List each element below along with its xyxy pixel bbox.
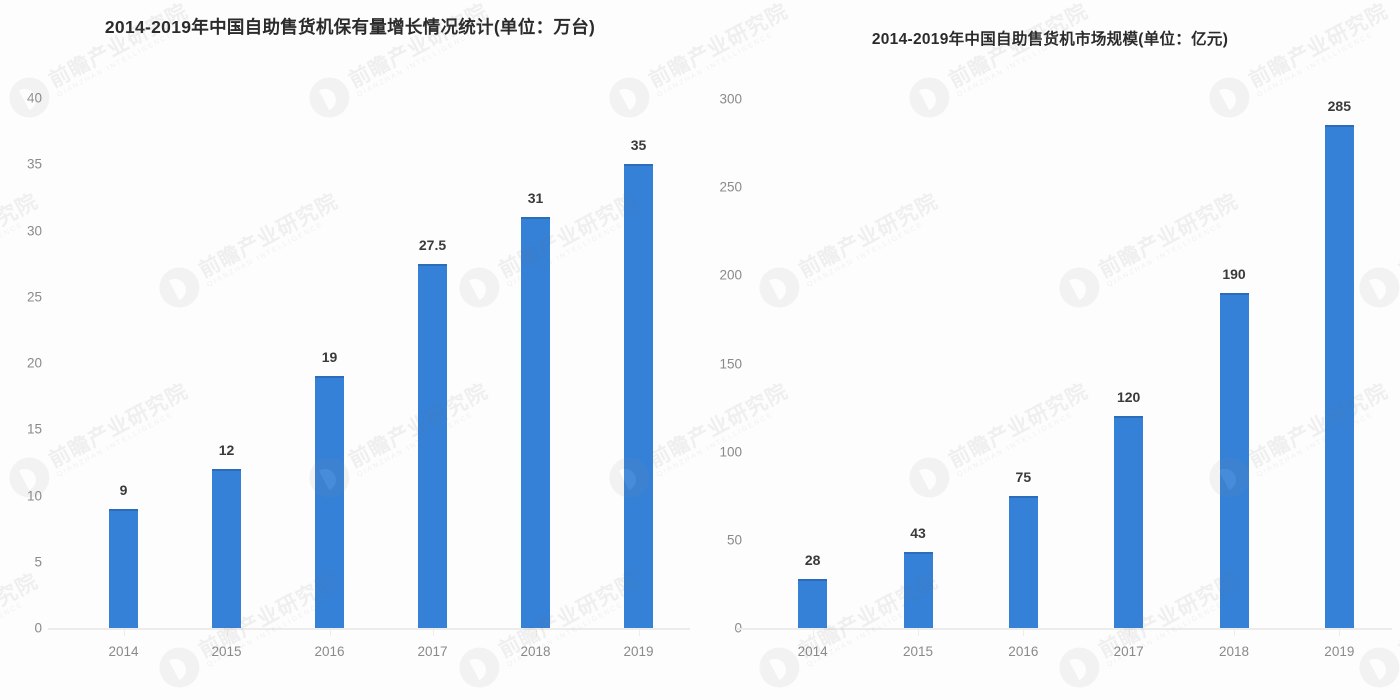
y-axis-tick-market-size-250: 250: [719, 179, 742, 195]
x-axis-gridmark: [226, 630, 228, 636]
bar-market-size-2015[interactable]: [903, 552, 933, 628]
x-axis-tick-holdings-2016: 2016: [314, 644, 345, 659]
x-axis-tick-market-size-2018: 2018: [1218, 644, 1250, 659]
bar-value-label: 9: [119, 481, 128, 498]
bar-holdings-2019[interactable]: [624, 164, 653, 628]
bar-holdings-2017[interactable]: [418, 263, 447, 628]
y-axis-tick-market-size-150: 150: [719, 356, 742, 371]
bar-market-size-2016[interactable]: [1008, 495, 1038, 628]
bar-value-label: 43: [910, 525, 926, 542]
x-axis-gridmark: [1128, 630, 1130, 636]
x-axis-tick-market-size-2017: 2017: [1113, 644, 1144, 659]
x-axis-gridmark: [329, 630, 331, 636]
x-axis-tick-holdings-2019: 2019: [623, 644, 654, 659]
y-axis-tick-holdings-10: 10: [26, 488, 42, 503]
x-axis-gridmark: [432, 630, 434, 636]
chart-market-size-title: 2014-2019年中国自助售货机市场规模(单位：亿元): [871, 31, 1229, 48]
y-axis-tick-holdings-35: 35: [26, 156, 42, 172]
x-axis-gridmark: [1234, 630, 1235, 636]
x-axis-baseline: [48, 628, 690, 630]
y-axis-tick-market-size-300: 300: [719, 91, 742, 107]
chart-holdings: 2014-2019年中国自助售货机保有量增长情况统计(单位：万台) 0 5 10 15…: [26, 17, 690, 659]
x-axis-tick-market-size-2015: 2015: [902, 644, 934, 659]
bar-value-label: 75: [1015, 468, 1032, 485]
bar-market-size-2014[interactable]: [798, 578, 828, 628]
y-axis-tick-holdings-40: 40: [26, 90, 42, 106]
y-axis-tick-holdings-0: 0: [34, 620, 42, 636]
y-axis-tick-holdings-25: 25: [26, 289, 42, 305]
bar-holdings-2016[interactable]: [315, 376, 344, 628]
bar-market-size-2018[interactable]: [1219, 292, 1249, 628]
chart-market-size-plot: 0501001502002503002820144320157520161202…: [700, 0, 1400, 700]
y-axis-tick-market-size-200: 200: [719, 267, 742, 283]
x-axis-tick-market-size-2016: 2016: [1008, 644, 1039, 659]
x-axis-tick-holdings-2015: 2015: [211, 644, 242, 659]
x-axis-tick-market-size-2019: 2019: [1324, 644, 1355, 659]
bar-value-label: 31: [527, 190, 544, 207]
bar-market-size-2017[interactable]: [1114, 416, 1144, 628]
x-axis-gridmark: [535, 630, 537, 636]
x-axis-gridmark: [1023, 630, 1025, 636]
x-axis-gridmark: [918, 630, 919, 636]
bar-value-label: 28: [804, 551, 821, 568]
bar-value-label: 19: [321, 349, 338, 366]
y-axis-tick-market-size-100: 100: [719, 444, 742, 460]
x-axis-baseline: [736, 628, 1392, 630]
bar-holdings-2015[interactable]: [212, 469, 241, 628]
chart-holdings-title: 2014-2019年中国自助售货机保有量增长情况统计(单位：万台): [104, 17, 596, 37]
chart-market-size: 2014-2019年中国自助售货机市场规模(单位：亿元) 05010015020…: [700, 0, 1400, 700]
x-axis-tick-holdings-2018: 2018: [520, 644, 551, 659]
y-axis-tick-market-size-50: 50: [726, 532, 742, 548]
chart-holdings-plot: 0 5 10 15 20 25 30 35 40 9 2014 12 2015 19 2016 27.5 201…: [26, 90, 690, 659]
bar-value-label: 27.5: [418, 236, 447, 253]
x-axis-tick-holdings-2017: 2017: [417, 644, 448, 659]
x-axis-gridmark: [123, 630, 125, 636]
bar-value-label: 12: [218, 442, 235, 458]
x-axis-gridmark: [1339, 630, 1341, 636]
y-axis-tick-holdings-5: 5: [34, 554, 42, 570]
y-axis-tick-holdings-15: 15: [26, 421, 42, 437]
bar-value-label: 120: [1116, 389, 1141, 406]
bar-market-size-2019[interactable]: [1324, 125, 1354, 628]
x-axis-gridmark: [812, 630, 814, 636]
y-axis-tick-holdings-20: 20: [26, 355, 42, 371]
x-axis-gridmark: [638, 630, 640, 636]
x-axis-tick-holdings-2014: 2014: [108, 644, 139, 659]
x-axis-tick-market-size-2014: 2014: [797, 644, 828, 659]
bar-value-label: 190: [1222, 265, 1246, 282]
bar-value-label: 35: [630, 137, 647, 154]
y-axis-tick-holdings-30: 30: [26, 223, 42, 238]
bar-holdings-2014[interactable]: [109, 508, 138, 628]
bar-holdings-2018[interactable]: [521, 217, 550, 628]
bar-value-label: 285: [1327, 98, 1352, 115]
